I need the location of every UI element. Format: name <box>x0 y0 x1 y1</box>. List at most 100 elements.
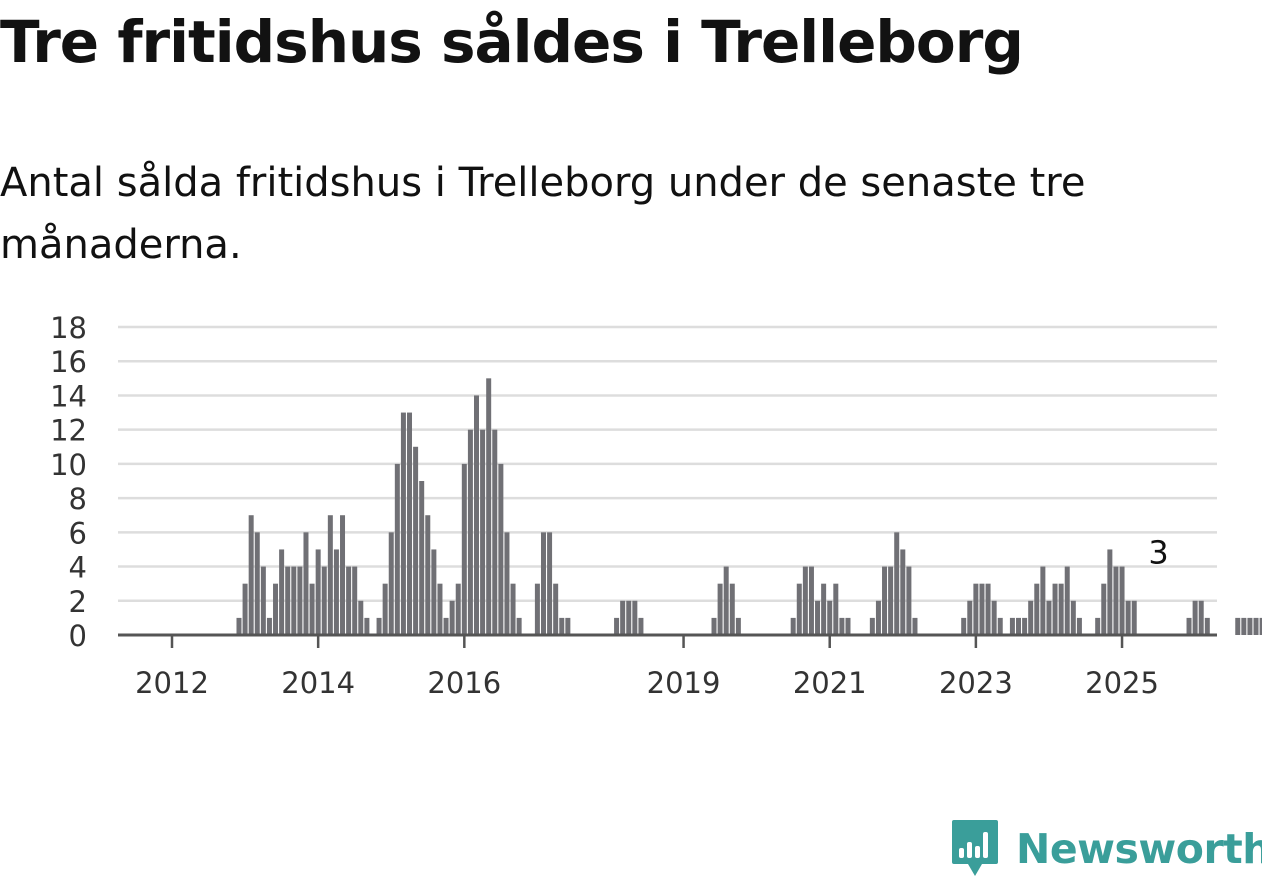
chart-title: Tre fritidshus såldes i Trelleborg <box>0 8 1024 76</box>
bar <box>790 617 796 635</box>
brand-logo: Newsworthy <box>950 818 1262 880</box>
bar <box>723 566 729 635</box>
bar <box>297 566 303 635</box>
bar <box>407 412 413 635</box>
bar <box>486 378 492 635</box>
bar <box>845 617 851 635</box>
bar <box>565 617 571 635</box>
newsworthy-logo-icon <box>952 820 998 876</box>
bar <box>431 549 437 635</box>
bar <box>315 549 321 635</box>
bar <box>291 566 297 635</box>
bar <box>979 583 985 635</box>
bar <box>1198 600 1204 635</box>
bar <box>894 532 900 635</box>
bar <box>425 515 431 635</box>
x-axis-ticks: 2012 2014 2016 2019 2021 2023 2025 <box>135 635 1159 700</box>
bar <box>1131 600 1137 635</box>
bar <box>1022 617 1028 635</box>
bar <box>711 617 717 635</box>
highlight-value-label: 3 <box>1148 534 1168 572</box>
bar <box>279 549 285 635</box>
y-tick-label: 16 <box>50 345 87 379</box>
bar <box>882 566 888 635</box>
bar <box>717 583 723 635</box>
chart-subtitle: Antal sålda fritidshus i Trelleborg unde… <box>0 160 1086 268</box>
bar <box>309 583 315 635</box>
y-tick-label: 6 <box>69 516 87 550</box>
y-tick-label: 12 <box>50 414 87 448</box>
bar <box>808 566 814 635</box>
bar <box>1253 617 1259 635</box>
bar <box>382 583 388 635</box>
bar <box>1119 566 1125 635</box>
bar <box>364 617 370 635</box>
bar <box>474 395 479 635</box>
bar <box>802 566 808 635</box>
bar <box>321 566 327 635</box>
bar <box>997 617 1003 635</box>
bar <box>376 617 382 635</box>
bar <box>437 583 443 635</box>
bar <box>333 549 339 635</box>
bar <box>614 617 620 635</box>
bar <box>1095 617 1101 635</box>
y-tick-label: 10 <box>50 448 87 482</box>
bar <box>534 583 540 635</box>
bar <box>266 617 272 635</box>
bar <box>1028 600 1034 635</box>
bar <box>510 583 516 635</box>
bar <box>638 617 644 635</box>
bar <box>1034 583 1040 635</box>
bar <box>553 583 559 635</box>
bar <box>242 583 248 635</box>
bar <box>467 429 473 635</box>
bar <box>504 532 510 635</box>
x-tick-label: 2021 <box>793 666 867 700</box>
bar <box>352 566 358 635</box>
bar <box>1107 549 1113 635</box>
bar <box>516 617 522 635</box>
bar <box>540 532 546 635</box>
brand-name: Newsworthy <box>1016 825 1262 873</box>
bar <box>1259 617 1262 635</box>
bar <box>906 566 912 635</box>
bar <box>492 429 498 635</box>
x-tick-label: 2019 <box>647 666 721 700</box>
bar <box>449 600 455 635</box>
bar <box>888 566 894 635</box>
x-tick-label: 2014 <box>281 666 355 700</box>
bar <box>303 532 309 635</box>
bar <box>1101 583 1107 635</box>
y-tick-label: 0 <box>69 619 87 653</box>
x-tick-label: 2012 <box>135 666 209 700</box>
bar <box>1192 600 1198 635</box>
bar <box>1204 617 1210 635</box>
bar <box>419 481 425 635</box>
bar <box>480 429 486 635</box>
bar <box>735 617 741 635</box>
bar <box>248 515 254 635</box>
bar <box>1070 600 1076 635</box>
bar <box>1235 617 1241 635</box>
y-tick-label: 18 <box>50 311 87 345</box>
bar <box>1125 600 1131 635</box>
bar <box>413 446 419 635</box>
bar <box>1040 566 1046 635</box>
bar <box>875 600 881 635</box>
bar <box>346 566 352 635</box>
bar <box>833 583 839 635</box>
bar <box>626 600 632 635</box>
bar <box>991 600 997 635</box>
y-tick-label: 8 <box>69 482 87 516</box>
bar <box>961 617 967 635</box>
x-tick-label: 2023 <box>939 666 1013 700</box>
bars <box>236 378 1262 635</box>
bar <box>285 566 291 635</box>
bar <box>869 617 875 635</box>
bar <box>729 583 735 635</box>
x-tick-label: 2025 <box>1085 666 1159 700</box>
bar <box>254 532 260 635</box>
bar <box>796 583 802 635</box>
